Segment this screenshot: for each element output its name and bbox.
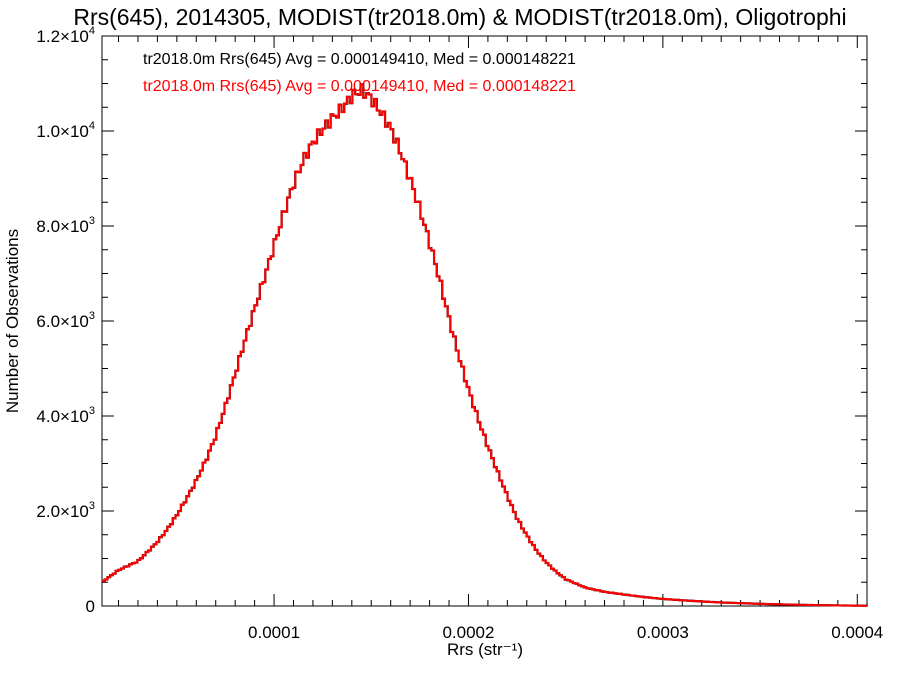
x-tick-labels: 0.0001 0.0002 0.0003 0.0004	[248, 623, 883, 642]
y-tick-label: 2.0×103	[36, 500, 95, 521]
x-tick-label: 0.0004	[831, 623, 883, 642]
histogram-series-black	[102, 83, 868, 607]
y-tick-label: 1.2×104	[36, 25, 95, 46]
y-tick-labels: 0 2.0×103 4.0×103 6.0×103 8.0×103 1.0×104 1.2×…	[36, 25, 95, 616]
y-tick-label: 4.0×103	[36, 405, 95, 426]
y-tick-label: 0	[86, 597, 95, 616]
y-tick-label: 6.0×103	[36, 310, 95, 331]
chart-title: Rrs(645), 2014305, MODIST(tr2018.0m) & M…	[73, 4, 846, 30]
y-axis-label: Number of Observations	[3, 229, 22, 413]
x-axis-label: Rrs (str⁻¹)	[447, 640, 523, 659]
x-tick-label: 0.0003	[637, 623, 689, 642]
legend-entry-black: tr2018.0m Rrs(645) Avg = 0.000149410, Me…	[143, 51, 576, 68]
x-tick-label: 0.0001	[248, 623, 300, 642]
axis-ticks	[102, 35, 867, 607]
y-tick-label: 1.0×104	[36, 120, 95, 141]
x-tick-label: 0.0002	[442, 623, 494, 642]
plot-frame	[101, 35, 868, 607]
histogram-series-red	[102, 83, 868, 607]
y-tick-label: 8.0×103	[36, 215, 95, 236]
